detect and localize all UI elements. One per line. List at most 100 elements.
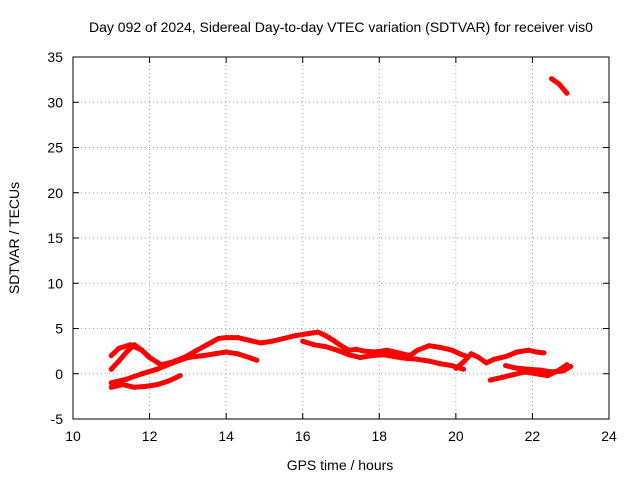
data-point <box>158 362 164 368</box>
data-point <box>457 351 463 357</box>
data-point <box>315 329 321 335</box>
data-point <box>392 354 398 360</box>
data-point <box>533 349 539 355</box>
data-series <box>108 76 574 390</box>
y-tick-label: 20 <box>47 185 63 201</box>
x-tick-label: 18 <box>371 428 387 444</box>
data-point <box>369 353 375 359</box>
data-point <box>503 363 509 369</box>
x-tick-label: 10 <box>65 428 81 444</box>
data-point <box>108 353 114 359</box>
data-point <box>426 358 432 364</box>
data-point <box>147 355 153 360</box>
data-point <box>357 355 363 360</box>
data-point <box>181 355 187 360</box>
data-point <box>246 337 252 343</box>
data-point <box>139 347 145 353</box>
data-point <box>438 345 443 350</box>
data-point <box>311 342 317 348</box>
x-tick-label: 22 <box>525 428 541 444</box>
data-point <box>568 364 574 369</box>
data-point <box>304 331 309 337</box>
data-point <box>281 336 287 341</box>
x-tick-label: 24 <box>601 428 617 444</box>
data-point <box>330 337 336 343</box>
data-point <box>461 366 466 372</box>
data-point <box>346 347 352 353</box>
data-point <box>560 368 566 374</box>
data-point <box>300 338 306 344</box>
data-point <box>143 383 149 389</box>
data-point <box>246 355 252 360</box>
data-point <box>258 340 264 346</box>
data-point <box>338 343 344 349</box>
x-tick-label: 16 <box>295 428 311 444</box>
y-tick-label: -5 <box>51 411 64 427</box>
data-point <box>154 382 160 388</box>
data-point <box>476 355 482 360</box>
data-point <box>438 361 443 367</box>
data-point <box>177 373 183 379</box>
data-point <box>361 348 367 354</box>
data-point <box>127 342 133 348</box>
data-point <box>108 380 114 386</box>
data-point <box>403 355 409 361</box>
data-point <box>200 353 206 359</box>
data-point <box>124 376 130 382</box>
data-point <box>461 359 466 365</box>
x-tick-label: 20 <box>448 428 464 444</box>
data-point <box>484 360 489 366</box>
data-point <box>549 369 555 375</box>
y-tick-label: 25 <box>47 140 63 156</box>
y-tick-label: 0 <box>55 366 63 382</box>
data-point <box>116 345 122 351</box>
data-point <box>223 349 229 355</box>
data-point <box>453 365 459 371</box>
y-tick-label: 35 <box>47 49 63 65</box>
data-point <box>556 81 562 87</box>
data-point <box>514 349 520 355</box>
data-point <box>116 358 122 364</box>
data-point <box>503 354 509 360</box>
data-point <box>426 343 432 349</box>
data-point <box>154 366 160 372</box>
data-point <box>380 352 386 358</box>
data-point <box>120 382 126 388</box>
y-tick-label: 5 <box>55 321 63 337</box>
data-point <box>254 357 260 363</box>
y-tick-label: 30 <box>47 94 63 110</box>
chart-title: Day 092 of 2024, Sidereal Day-to-day VTE… <box>89 19 593 35</box>
data-point <box>499 374 505 380</box>
data-point <box>108 366 114 372</box>
data-point <box>487 377 493 383</box>
data-point <box>491 356 497 362</box>
data-point <box>549 76 555 82</box>
data-point <box>526 366 532 372</box>
data-point <box>541 350 547 356</box>
data-point <box>139 371 145 377</box>
data-point <box>124 349 130 355</box>
data-point <box>216 336 221 341</box>
data-point <box>269 338 275 344</box>
data-point <box>131 384 137 390</box>
data-point <box>353 346 359 352</box>
data-point <box>323 333 329 339</box>
data-point <box>510 372 516 378</box>
data-point <box>449 363 455 369</box>
data-point <box>212 351 218 357</box>
y-tick-label: 10 <box>47 275 63 291</box>
data-point <box>334 347 340 353</box>
y-axis-label: SDTVAR / TECUs <box>6 182 22 294</box>
data-point <box>235 335 241 341</box>
x-tick-label: 14 <box>218 428 234 444</box>
data-point <box>533 371 539 377</box>
data-point <box>384 347 390 353</box>
data-point <box>323 344 329 350</box>
data-point <box>395 350 401 356</box>
data-point <box>537 367 543 373</box>
data-point <box>415 356 421 362</box>
data-point <box>204 342 210 348</box>
data-point <box>449 347 455 353</box>
